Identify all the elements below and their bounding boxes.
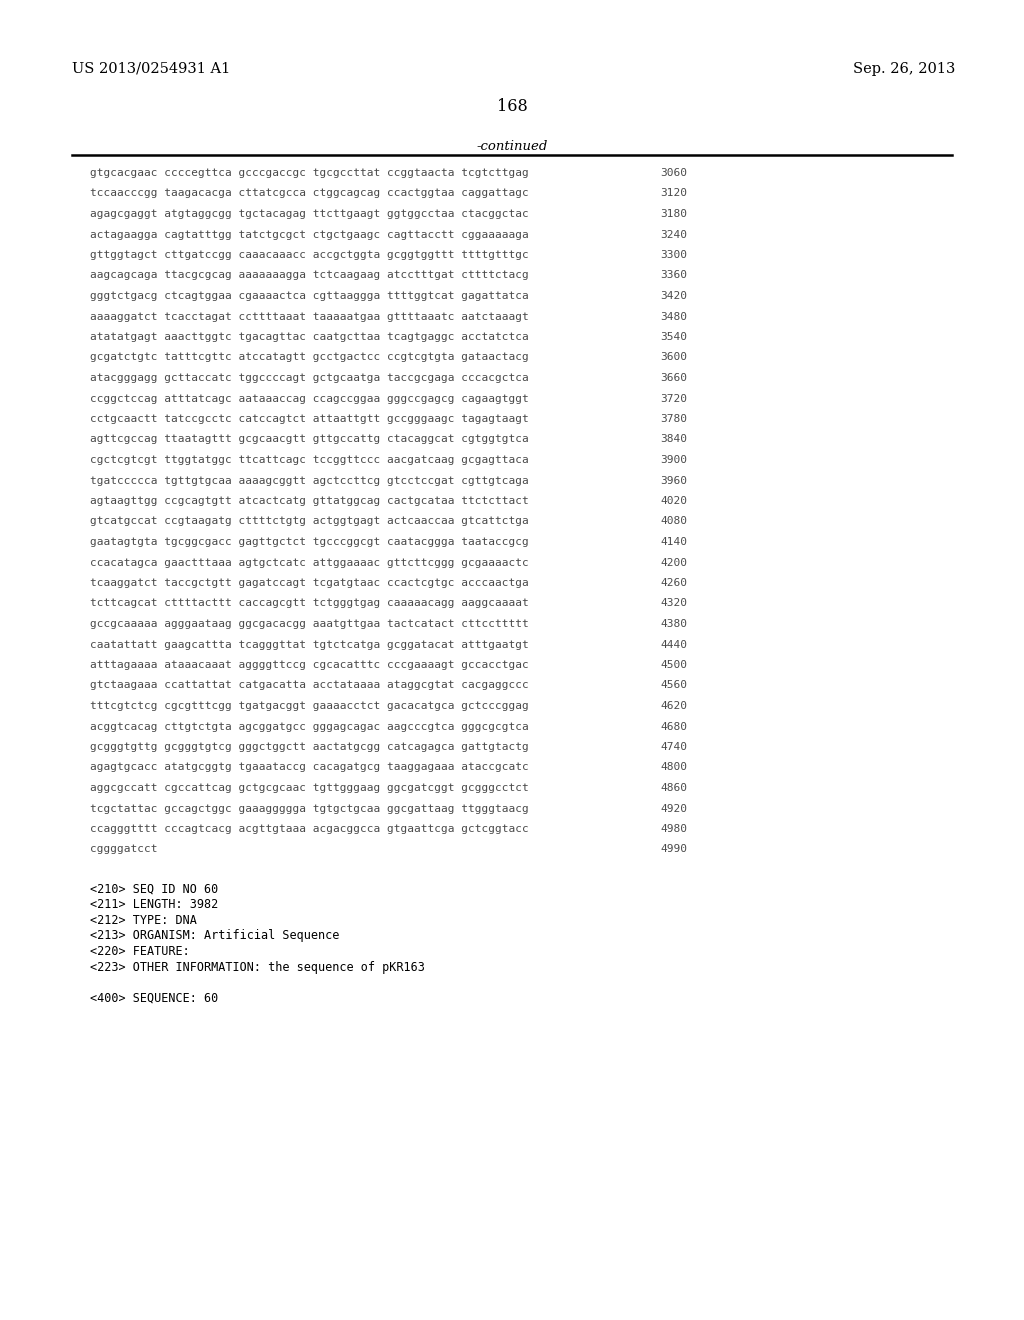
Text: ccggctccag atttatcagc aataaaccag ccagccggaa gggccgagcg cagaagtggt: ccggctccag atttatcagc aataaaccag ccagccg… [90,393,528,404]
Text: 3420: 3420 [660,290,687,301]
Text: <210> SEQ ID NO 60: <210> SEQ ID NO 60 [90,883,218,896]
Text: agagcgaggt atgtaggcgg tgctacagag ttcttgaagt ggtggcctaa ctacggctac: agagcgaggt atgtaggcgg tgctacagag ttcttga… [90,209,528,219]
Text: 4080: 4080 [660,516,687,527]
Text: 3240: 3240 [660,230,687,239]
Text: tcaaggatct taccgctgtt gagatccagt tcgatgtaac ccactcgtgc acccaactga: tcaaggatct taccgctgtt gagatccagt tcgatgt… [90,578,528,587]
Text: 3720: 3720 [660,393,687,404]
Text: atacgggagg gcttaccatc tggccccagt gctgcaatga taccgcgaga cccacgctca: atacgggagg gcttaccatc tggccccagt gctgcaa… [90,374,528,383]
Text: 3960: 3960 [660,475,687,486]
Text: 3300: 3300 [660,249,687,260]
Text: <223> OTHER INFORMATION: the sequence of pKR163: <223> OTHER INFORMATION: the sequence of… [90,961,425,974]
Text: 3900: 3900 [660,455,687,465]
Text: actagaagga cagtatttgg tatctgcgct ctgctgaagc cagttacctt cggaaaaaga: actagaagga cagtatttgg tatctgcgct ctgctga… [90,230,528,239]
Text: Sep. 26, 2013: Sep. 26, 2013 [853,62,955,77]
Text: gcgggtgttg gcgggtgtcg gggctggctt aactatgcgg catcagagca gattgtactg: gcgggtgttg gcgggtgtcg gggctggctt aactatg… [90,742,528,752]
Text: US 2013/0254931 A1: US 2013/0254931 A1 [72,62,230,77]
Text: gggtctgacg ctcagtggaa cgaaaactca cgttaaggga ttttggtcat gagattatca: gggtctgacg ctcagtggaa cgaaaactca cgttaag… [90,290,528,301]
Text: aaaaggatct tcacctagat ccttttaaat taaaaatgaa gttttaaatc aatctaaagt: aaaaggatct tcacctagat ccttttaaat taaaaat… [90,312,528,322]
Text: aggcgccatt cgccattcag gctgcgcaac tgttgggaag ggcgatcggt gcgggcctct: aggcgccatt cgccattcag gctgcgcaac tgttggg… [90,783,528,793]
Text: 3840: 3840 [660,434,687,445]
Text: ccagggtttt cccagtcacg acgttgtaaa acgacggcca gtgaattcga gctcggtacc: ccagggtttt cccagtcacg acgttgtaaa acgacgg… [90,824,528,834]
Text: agagtgcacc atatgcggtg tgaaataccg cacagatgcg taaggagaaa ataccgcatc: agagtgcacc atatgcggtg tgaaataccg cacagat… [90,763,528,772]
Text: 3120: 3120 [660,189,687,198]
Text: gccgcaaaaa agggaataag ggcgacacgg aaatgttgaa tactcatact cttccttttt: gccgcaaaaa agggaataag ggcgacacgg aaatgtt… [90,619,528,630]
Text: 4920: 4920 [660,804,687,813]
Text: 3480: 3480 [660,312,687,322]
Text: tttcgtctcg cgcgtttcgg tgatgacggt gaaaacctct gacacatgca gctcccggag: tttcgtctcg cgcgtttcgg tgatgacggt gaaaacc… [90,701,528,711]
Text: 4620: 4620 [660,701,687,711]
Text: 4680: 4680 [660,722,687,731]
Text: 4440: 4440 [660,639,687,649]
Text: gttggtagct cttgatccgg caaacaaacc accgctggta gcggtggttt ttttgtttgc: gttggtagct cttgatccgg caaacaaacc accgctg… [90,249,528,260]
Text: 4320: 4320 [660,598,687,609]
Text: agttcgccag ttaatagttt gcgcaacgtt gttgccattg ctacaggcat cgtggtgtca: agttcgccag ttaatagttt gcgcaacgtt gttgcca… [90,434,528,445]
Text: <213> ORGANISM: Artificial Sequence: <213> ORGANISM: Artificial Sequence [90,929,339,942]
Text: 4990: 4990 [660,845,687,854]
Text: 4740: 4740 [660,742,687,752]
Text: atatatgagt aaacttggtc tgacagttac caatgcttaa tcagtgaggc acctatctca: atatatgagt aaacttggtc tgacagttac caatgct… [90,333,528,342]
Text: agtaagttgg ccgcagtgtt atcactcatg gttatggcag cactgcataa ttctcttact: agtaagttgg ccgcagtgtt atcactcatg gttatgg… [90,496,528,506]
Text: tcgctattac gccagctggc gaaaggggga tgtgctgcaa ggcgattaag ttgggtaacg: tcgctattac gccagctggc gaaaggggga tgtgctg… [90,804,528,813]
Text: -continued: -continued [476,140,548,153]
Text: cgctcgtcgt ttggtatggc ttcattcagc tccggttccc aacgatcaag gcgagttaca: cgctcgtcgt ttggtatggc ttcattcagc tccggtt… [90,455,528,465]
Text: 4020: 4020 [660,496,687,506]
Text: <220> FEATURE:: <220> FEATURE: [90,945,189,958]
Text: gtcatgccat ccgtaagatg cttttctgtg actggtgagt actcaaccaa gtcattctga: gtcatgccat ccgtaagatg cttttctgtg actggtg… [90,516,528,527]
Text: 3180: 3180 [660,209,687,219]
Text: 168: 168 [497,98,527,115]
Text: <212> TYPE: DNA: <212> TYPE: DNA [90,913,197,927]
Text: tcttcagcat cttttacttt caccagcgtt tctgggtgag caaaaacagg aaggcaaaat: tcttcagcat cttttacttt caccagcgtt tctgggt… [90,598,528,609]
Text: 3780: 3780 [660,414,687,424]
Text: acggtcacag cttgtctgta agcggatgcc gggagcagac aagcccgtca gggcgcgtca: acggtcacag cttgtctgta agcggatgcc gggagca… [90,722,528,731]
Text: 3540: 3540 [660,333,687,342]
Text: tgatccccca tgttgtgcaa aaaagcggtt agctccttcg gtcctccgat cgttgtcaga: tgatccccca tgttgtgcaa aaaagcggtt agctcct… [90,475,528,486]
Text: cggggatcct: cggggatcct [90,845,158,854]
Text: atttagaaaa ataaacaaat aggggttccg cgcacatttc cccgaaaagt gccacctgac: atttagaaaa ataaacaaat aggggttccg cgcacat… [90,660,528,671]
Text: 3660: 3660 [660,374,687,383]
Text: tccaacccgg taagacacga cttatcgcca ctggcagcag ccactggtaa caggattagc: tccaacccgg taagacacga cttatcgcca ctggcag… [90,189,528,198]
Text: 3360: 3360 [660,271,687,281]
Text: caatattatt gaagcattta tcagggttat tgtctcatga gcggatacat atttgaatgt: caatattatt gaagcattta tcagggttat tgtctca… [90,639,528,649]
Text: <211> LENGTH: 3982: <211> LENGTH: 3982 [90,899,218,912]
Text: 4800: 4800 [660,763,687,772]
Text: gtgcacgaac ccccegttca gcccgaccgc tgcgccttat ccggtaacta tcgtcttgag: gtgcacgaac ccccegttca gcccgaccgc tgcgcct… [90,168,528,178]
Text: 4260: 4260 [660,578,687,587]
Text: 4980: 4980 [660,824,687,834]
Text: aagcagcaga ttacgcgcag aaaaaaagga tctcaagaag atcctttgat cttttctacg: aagcagcaga ttacgcgcag aaaaaaagga tctcaag… [90,271,528,281]
Text: <400> SEQUENCE: 60: <400> SEQUENCE: 60 [90,991,218,1005]
Text: gcgatctgtc tatttcgttc atccatagtt gcctgactcc ccgtcgtgta gataactacg: gcgatctgtc tatttcgttc atccatagtt gcctgac… [90,352,528,363]
Text: 4500: 4500 [660,660,687,671]
Text: 4200: 4200 [660,557,687,568]
Text: cctgcaactt tatccgcctc catccagtct attaattgtt gccgggaagc tagagtaagt: cctgcaactt tatccgcctc catccagtct attaatt… [90,414,528,424]
Text: 3060: 3060 [660,168,687,178]
Text: 4380: 4380 [660,619,687,630]
Text: 4860: 4860 [660,783,687,793]
Text: gtctaagaaa ccattattat catgacatta acctataaaa ataggcgtat cacgaggccc: gtctaagaaa ccattattat catgacatta acctata… [90,681,528,690]
Text: 4140: 4140 [660,537,687,546]
Text: 4560: 4560 [660,681,687,690]
Text: gaatagtgta tgcggcgacc gagttgctct tgcccggcgt caatacggga taataccgcg: gaatagtgta tgcggcgacc gagttgctct tgcccgg… [90,537,528,546]
Text: 3600: 3600 [660,352,687,363]
Text: ccacatagca gaactttaaa agtgctcatc attggaaaac gttcttcggg gcgaaaactc: ccacatagca gaactttaaa agtgctcatc attggaa… [90,557,528,568]
